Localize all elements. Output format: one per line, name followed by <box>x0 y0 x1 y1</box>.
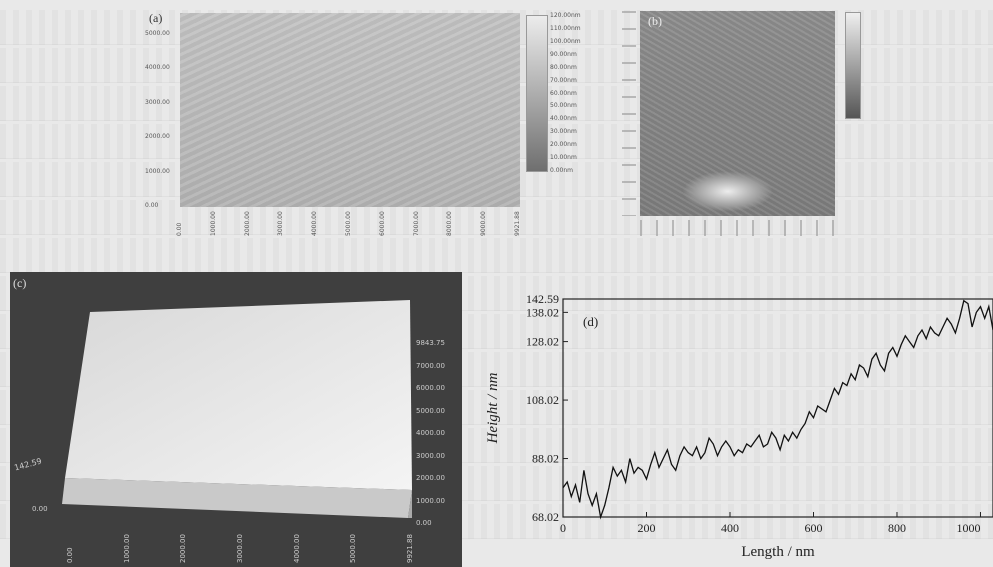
panel-a-colorbar-tick: 50.00nm <box>550 102 577 110</box>
y-tick-label: 128.02 <box>526 335 559 349</box>
panel-a-colorbar-tick: 0.00nm <box>550 167 574 174</box>
y-tick-label: 138.02 <box>526 305 559 319</box>
panel-a-colorbar-tick: 10.00nm <box>550 154 577 162</box>
x-tick-label: 1000 <box>956 521 980 535</box>
x-tick-label: 0 <box>560 521 566 535</box>
panel-c-surface <box>62 300 412 518</box>
panel-a-y-tick: 4000.00 <box>145 64 170 72</box>
panel-c-z-tick: 1000.00 <box>416 496 445 505</box>
panel-a-colorbar-tick: 30.00nm <box>550 128 577 136</box>
panel-c-z-tick: 7000.00 <box>416 361 445 370</box>
panel-b-label: (b) <box>648 14 662 28</box>
panel-a-y-tick: 1000.00 <box>145 167 170 175</box>
height-profile-line <box>562 299 993 520</box>
panel-b-afm-map <box>640 11 835 216</box>
panel-c-3d-view <box>10 272 462 567</box>
y-tick-label: 142.59 <box>526 292 559 306</box>
panel-a-y-tick: 3000.00 <box>145 98 170 106</box>
x-tick-label: 400 <box>721 521 739 535</box>
panel-a-colorbar-tick: 90.00nm <box>550 50 577 58</box>
panel-a-colorbar-tick: 20.00nm <box>550 141 577 149</box>
panel-a-y-tick: 2000.00 <box>145 133 170 141</box>
y-tick-label: 108.02 <box>526 393 559 407</box>
x-tick-label: 800 <box>888 521 906 535</box>
panel-c-z-tick: 4000.00 <box>416 429 445 437</box>
panel-c-left-label-bottom: 0.00 <box>32 505 48 513</box>
panel-c-z-tick: 6000.00 <box>416 384 445 392</box>
panel-a-afm-map <box>180 13 520 207</box>
panel-a-colorbar-tick: 40.00nm <box>550 115 577 123</box>
panel-a-colorbar-tick: 80.00nm <box>550 63 577 71</box>
plot-frame <box>562 298 993 518</box>
y-axis-label: Height / nm <box>485 372 501 444</box>
panel-a-y-tick: 0.00 <box>145 202 159 209</box>
panel-c-z-tick: 9843.75 <box>416 339 445 347</box>
x-axis-label: Length / nm <box>741 544 815 560</box>
panel-d-label: (d) <box>583 314 598 329</box>
panel-c-label: (c) <box>13 276 27 290</box>
panel-a-y-tick: 5000.00 <box>145 30 170 37</box>
panel-c-z-tick: 3000.00 <box>416 451 445 460</box>
panel-a-label: (a) <box>149 11 163 25</box>
panel-a-colorbar-tick: 120.00nm <box>550 12 581 19</box>
panel-b-colorbar <box>845 12 861 119</box>
x-tick-label: 600 <box>804 521 822 535</box>
panel-a-colorbar-tick: 100.00nm <box>550 37 581 45</box>
panel-c-z-tick: 5000.00 <box>416 406 445 415</box>
panel-b-y-axis <box>622 11 636 216</box>
panel-c-z-tick: 0.00 <box>416 519 432 527</box>
panel-c-z-tick: 2000.00 <box>416 474 445 482</box>
panel-a-colorbar-tick: 70.00nm <box>550 76 577 84</box>
y-tick-label: 68.02 <box>532 510 559 524</box>
y-tick-label: 88.02 <box>532 452 559 466</box>
panel-a-colorbar-tick: 60.00nm <box>550 89 577 97</box>
x-tick-label: 200 <box>637 521 655 535</box>
panel-a-colorbar-tick: 110.00nm <box>550 24 581 32</box>
panel-a-colorbar <box>526 15 548 172</box>
panel-b-x-axis <box>640 220 835 236</box>
x-axis: 0 200 400 600 800 1000 <box>560 512 981 535</box>
